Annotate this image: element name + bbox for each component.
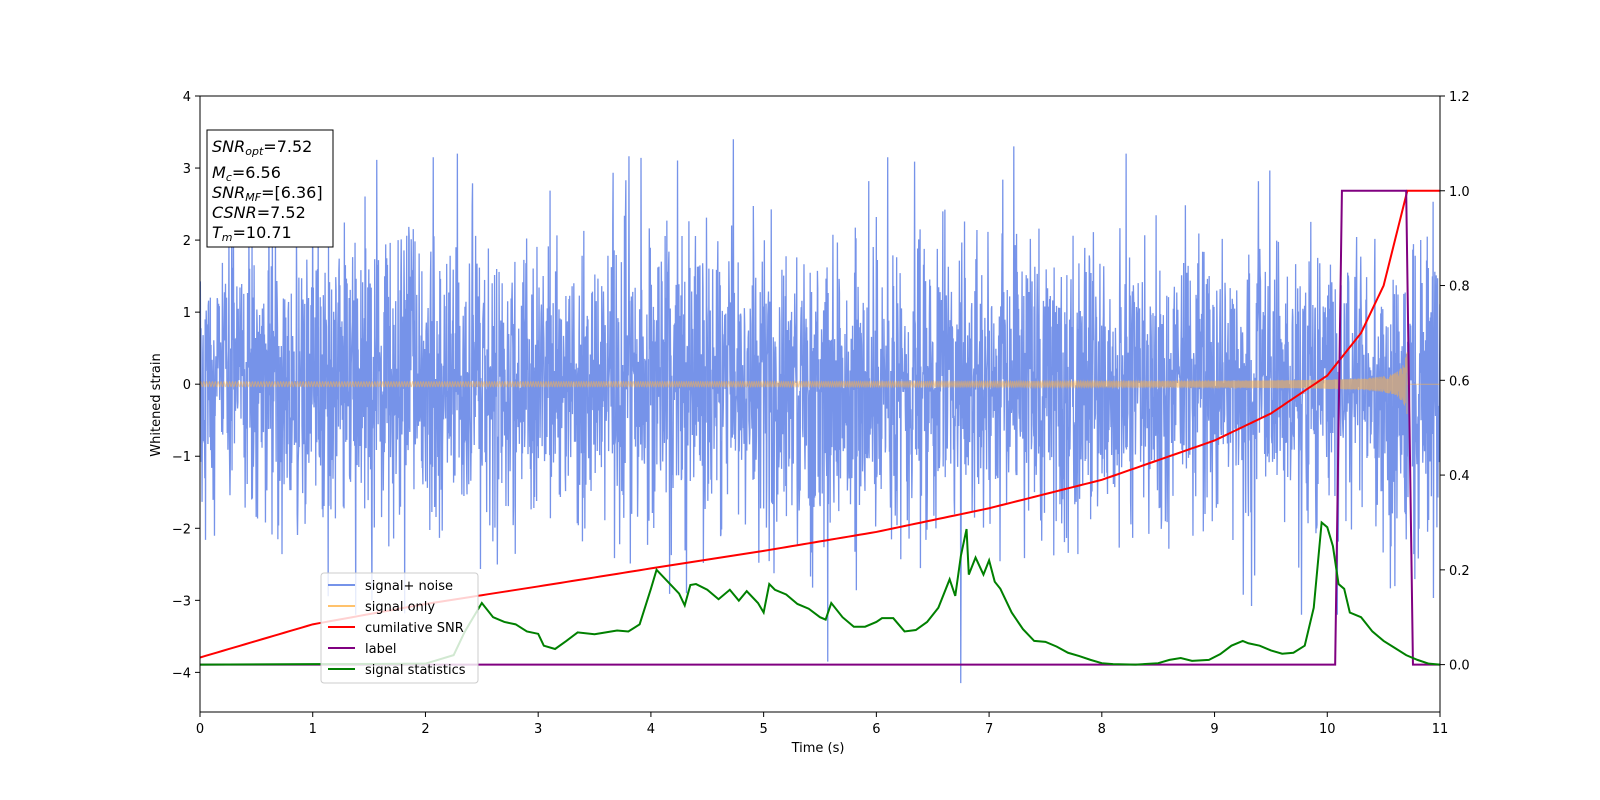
y-right-tick-label: 1.0 [1449,185,1470,200]
y-left-tick-label: 0 [183,378,191,393]
x-tick-label: 2 [421,722,429,737]
series-cumulative-snr [200,189,1440,659]
x-tick-label: 10 [1319,722,1336,737]
y-right-tick-label: 0.6 [1449,374,1470,389]
legend-label: signal+ noise [365,579,453,594]
series-signal-only [200,351,1440,415]
legend-item: signal statistics [328,663,466,678]
y-left-tick-label: 2 [183,234,191,249]
y-right-tick-label: 1.2 [1449,90,1470,105]
x-tick-label: 0 [196,722,204,737]
y-axis-left: 4 3 2 1 0 −1 −2 −3 −4 [172,90,200,681]
series-signal-statistics [200,520,1440,666]
legend-item: signal only [328,600,435,615]
legend: signal+ noise signal only cumilative SNR… [320,572,479,684]
stat-snr-mf: SNRMF=[6.36] [212,183,323,204]
y-right-tick-label: 0.4 [1449,469,1470,484]
legend-label: cumilative SNR [365,621,464,636]
stat-snr-opt: SNRopt=7.52 [212,137,312,158]
legend-item: label [328,642,396,657]
legend-label: label [365,642,396,657]
y-left-tick-label: −4 [172,666,191,681]
x-tick-label: 11 [1432,722,1449,737]
x-tick-label: 4 [647,722,655,737]
stat-mc: Mc=6.56 [212,163,281,184]
y-left-tick-label: 1 [183,306,191,321]
y-left-tick-label: 4 [183,90,191,105]
x-tick-label: 6 [872,722,880,737]
x-tick-label: 5 [759,722,767,737]
y-axis-right: 1.2 1.0 0.8 0.6 0.4 0.2 0.0 [1440,90,1470,674]
legend-item: cumilative SNR [328,621,464,636]
y-left-tick-label: −3 [172,594,191,609]
y-right-tick-label: 0.2 [1449,564,1470,579]
legend-label: signal only [365,600,435,615]
x-axis: 0 1 2 3 4 5 6 7 8 9 10 11 [196,712,1448,737]
x-tick-label: 7 [985,722,993,737]
y-left-tick-label: 3 [183,162,191,177]
y-axis-title: Whitened strain [149,353,164,456]
stats-box: SNRopt=7.52 Mc=6.56 SNRMF=[6.36] CSNR=7.… [206,129,334,248]
x-tick-label: 9 [1210,722,1218,737]
legend-item: signal+ noise [328,579,453,594]
x-axis-title: Time (s) [791,741,845,756]
y-left-tick-label: −2 [172,522,191,537]
plot-frame [199,95,1441,713]
stat-tm: Tm=10.71 [212,223,292,244]
x-tick-label: 1 [309,722,317,737]
legend-label: signal statistics [365,663,466,678]
y-right-tick-label: 0.0 [1449,659,1470,674]
x-tick-label: 3 [534,722,542,737]
stat-csnr: CSNR=7.52 [212,203,306,222]
series-signal-noise [200,139,1440,684]
plot-area [200,139,1440,684]
y-left-tick-label: −1 [172,450,191,465]
x-tick-label: 8 [1098,722,1106,737]
y-right-tick-label: 0.8 [1449,280,1470,295]
